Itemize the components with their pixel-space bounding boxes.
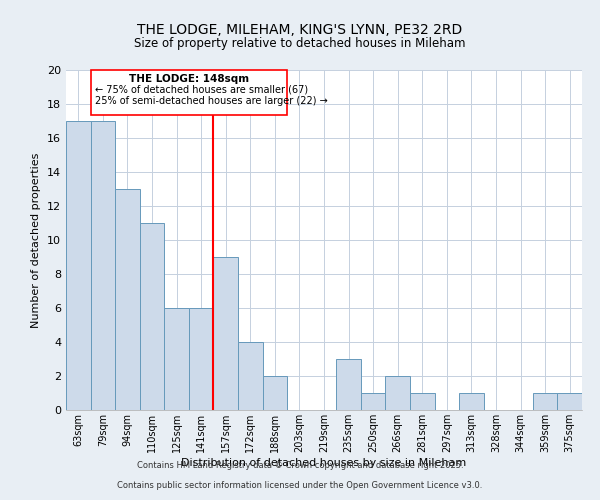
Bar: [336, 359, 361, 410]
Bar: [189, 308, 214, 410]
Bar: [238, 342, 263, 410]
Bar: [164, 308, 189, 410]
Text: Contains HM Land Registry data © Crown copyright and database right 2025.: Contains HM Land Registry data © Crown c…: [137, 461, 463, 470]
Text: THE LODGE, MILEHAM, KING'S LYNN, PE32 2RD: THE LODGE, MILEHAM, KING'S LYNN, PE32 2R…: [137, 22, 463, 36]
Bar: [66, 121, 91, 410]
Bar: [263, 376, 287, 410]
Bar: [385, 376, 410, 410]
Text: 25% of semi-detached houses are larger (22) →: 25% of semi-detached houses are larger (…: [95, 96, 328, 106]
Text: THE LODGE: 148sqm: THE LODGE: 148sqm: [129, 74, 249, 84]
Bar: [459, 393, 484, 410]
Bar: [410, 393, 434, 410]
Text: Size of property relative to detached houses in Mileham: Size of property relative to detached ho…: [134, 38, 466, 51]
Bar: [91, 121, 115, 410]
FancyBboxPatch shape: [91, 70, 287, 115]
Y-axis label: Number of detached properties: Number of detached properties: [31, 152, 41, 328]
Bar: [557, 393, 582, 410]
Text: Contains public sector information licensed under the Open Government Licence v3: Contains public sector information licen…: [118, 481, 482, 490]
X-axis label: Distribution of detached houses by size in Mileham: Distribution of detached houses by size …: [181, 458, 467, 468]
Bar: [533, 393, 557, 410]
Text: ← 75% of detached houses are smaller (67): ← 75% of detached houses are smaller (67…: [95, 84, 308, 94]
Bar: [140, 223, 164, 410]
Bar: [115, 189, 140, 410]
Bar: [361, 393, 385, 410]
Bar: [214, 257, 238, 410]
